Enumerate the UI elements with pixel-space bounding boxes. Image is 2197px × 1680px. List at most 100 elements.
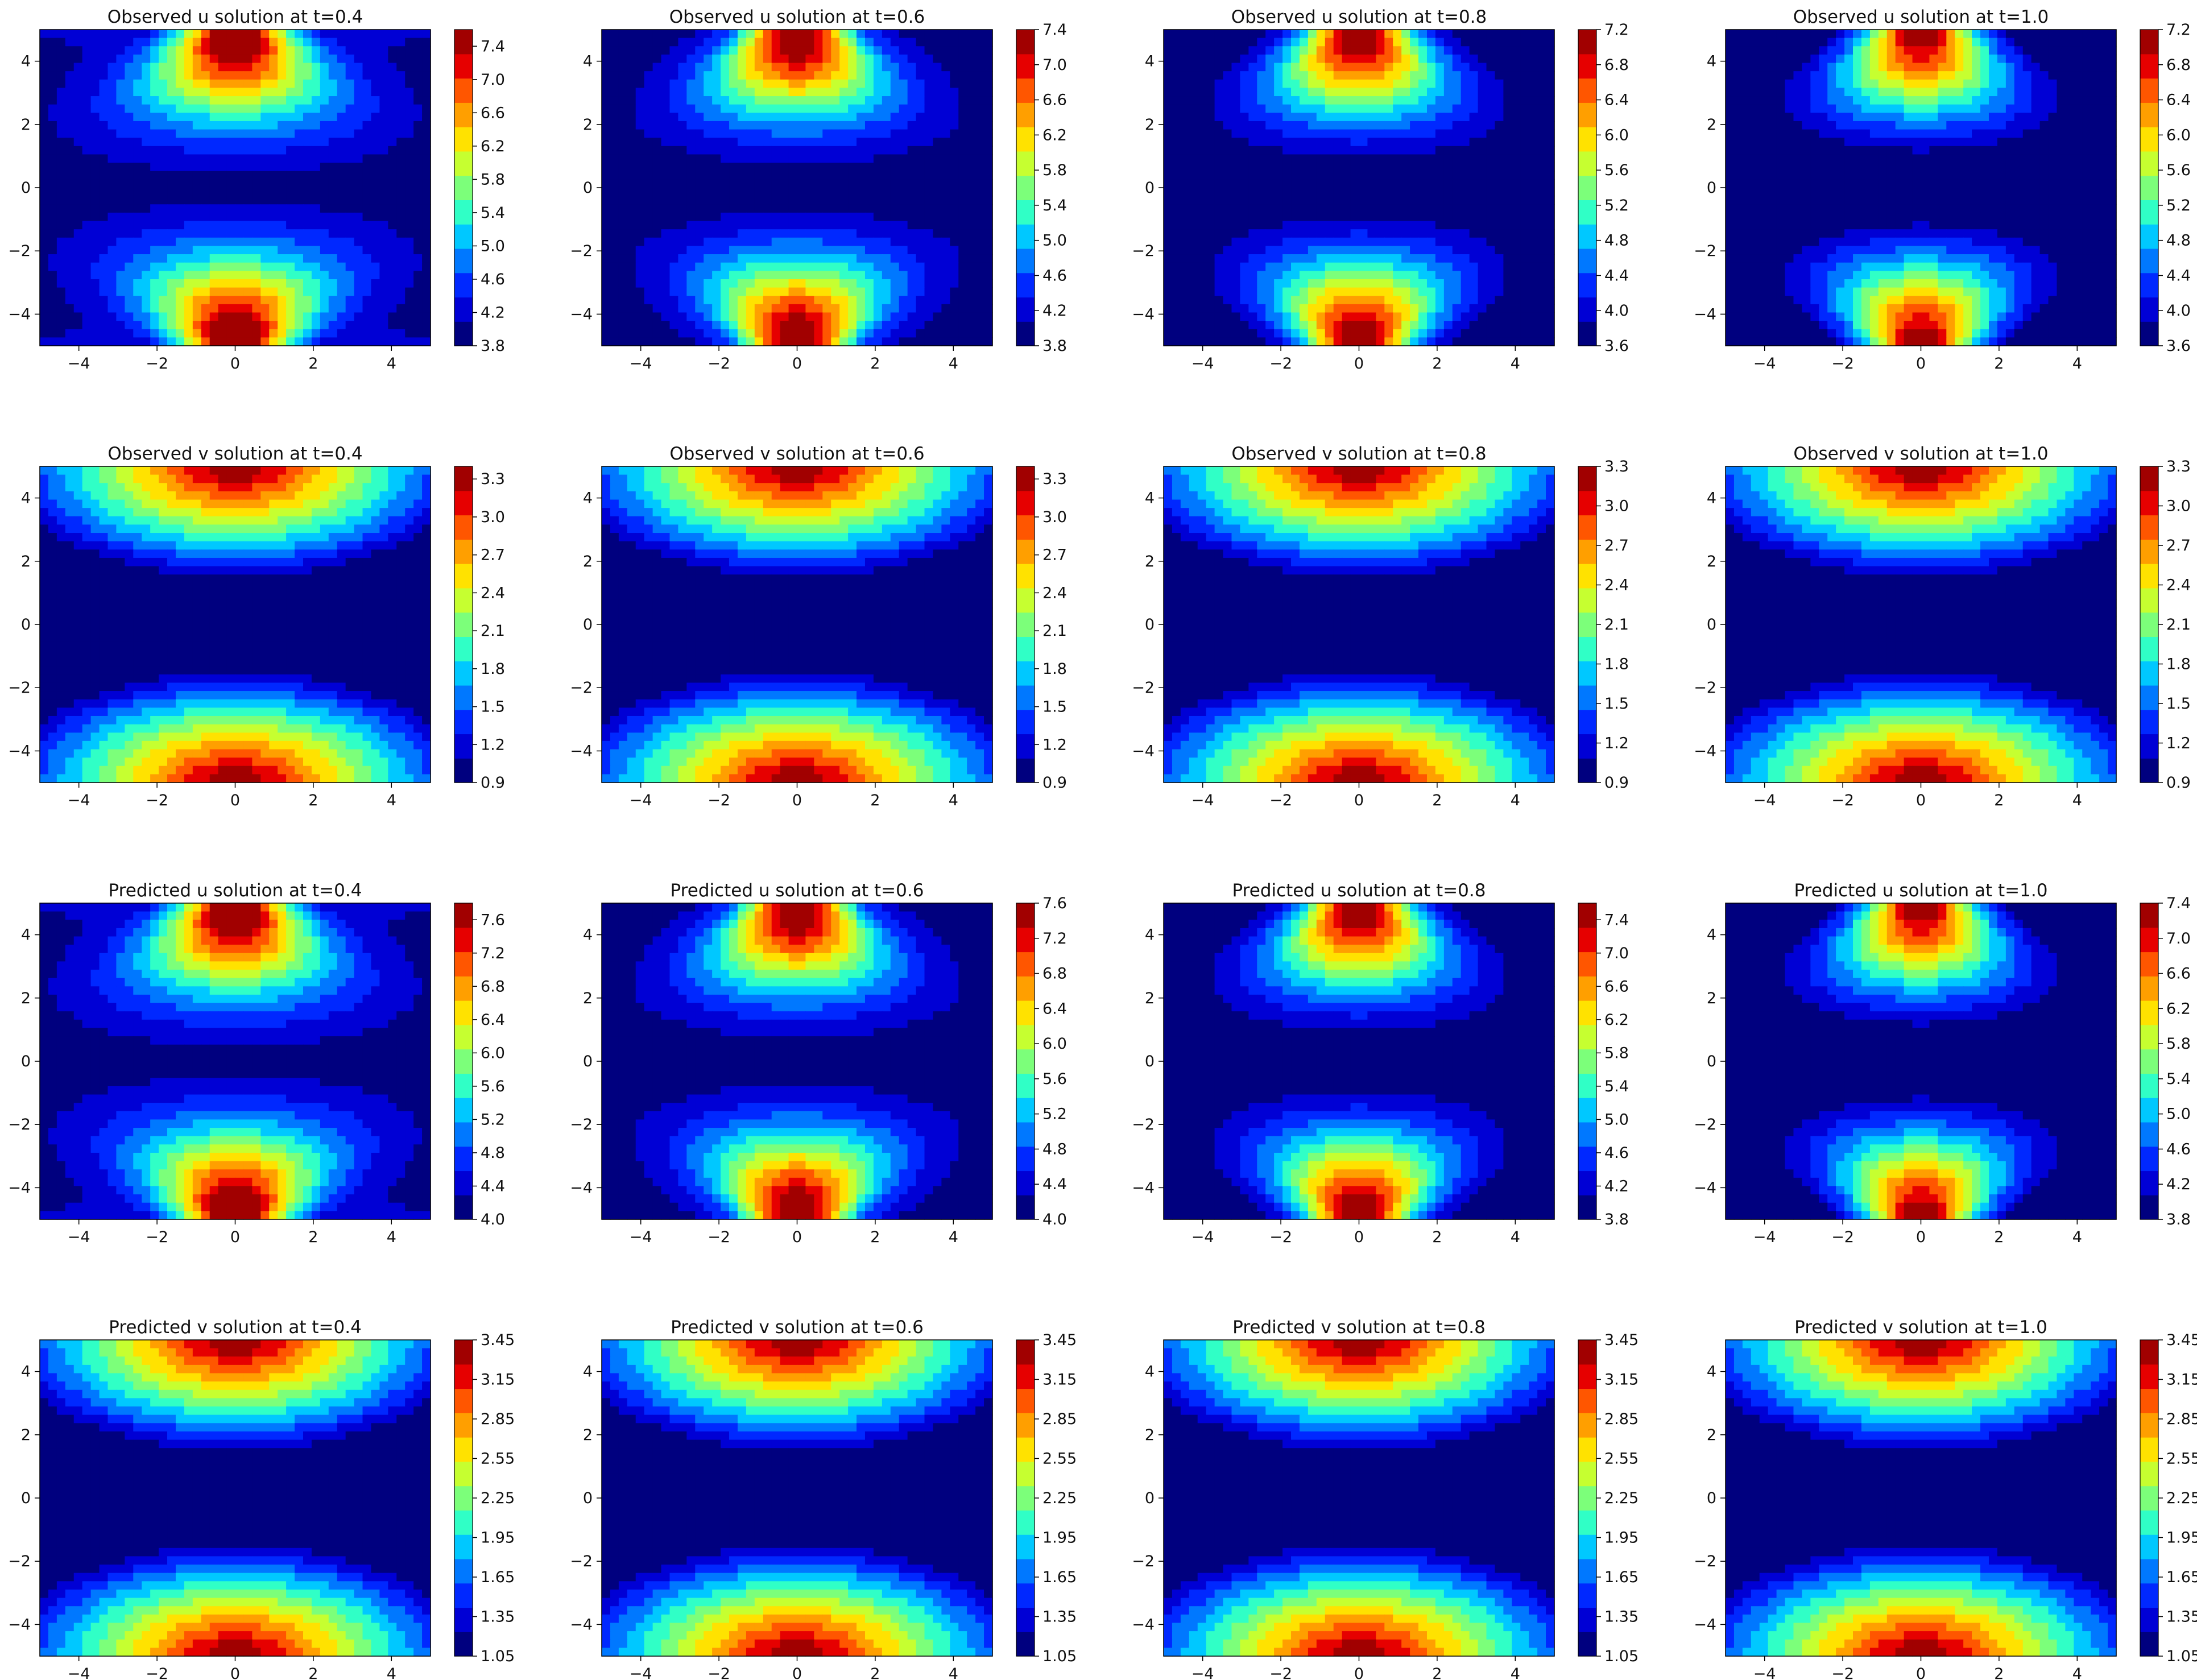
heatmap-cell [941, 113, 950, 121]
heatmap-cell [610, 238, 619, 246]
heatmap-cell [644, 196, 653, 205]
heatmap-cell [686, 213, 696, 221]
heatmap-cell [150, 105, 159, 113]
heatmap-cell [814, 55, 823, 63]
heatmap-cell [278, 304, 287, 313]
heatmap-cell [950, 163, 959, 171]
heatmap-cell [57, 163, 66, 171]
heatmap-cell [695, 121, 704, 130]
colorbar-band [454, 273, 473, 297]
heatmap-cell [857, 55, 866, 63]
heatmap-cell [413, 337, 423, 346]
heatmap-cell [822, 163, 831, 171]
heatmap-cell [831, 171, 840, 180]
heatmap-cell [950, 121, 959, 130]
heatmap-cell [653, 196, 662, 205]
heatmap-cell [286, 271, 295, 279]
heatmap-cell [848, 213, 857, 221]
heatmap-cell [831, 179, 840, 188]
heatmap-cell [780, 88, 789, 96]
heatmap-cell [899, 38, 908, 47]
heatmap-cell [159, 105, 168, 113]
heatmap-cell [899, 171, 908, 180]
heatmap-cell [371, 121, 380, 130]
heatmap-cell [65, 254, 75, 263]
heatmap-cell [848, 188, 857, 196]
heatmap-cell [142, 138, 151, 146]
heatmap-cell [320, 246, 329, 254]
heatmap-cell [176, 271, 185, 279]
heatmap-cell [295, 46, 304, 55]
heatmap-cell [379, 329, 388, 338]
heatmap-cell [661, 246, 671, 254]
heatmap-cell [874, 179, 883, 188]
heatmap-cell [644, 171, 653, 180]
heatmap-cell [176, 246, 185, 254]
heatmap-cell [133, 221, 142, 230]
heatmap-cell [636, 271, 645, 279]
heatmap-cell [74, 254, 83, 263]
heatmap-cell [925, 71, 934, 80]
heatmap-cell [975, 229, 984, 238]
heatmap-cell [653, 238, 662, 246]
heatmap-cell [303, 163, 312, 171]
heatmap-cell [916, 179, 925, 188]
heatmap-cell [218, 296, 227, 304]
heatmap-cell [201, 96, 210, 105]
heatmap-cell [210, 121, 219, 130]
heatmap-cell [891, 55, 900, 63]
heatmap-cell [891, 271, 900, 279]
heatmap-cell [958, 130, 967, 138]
heatmap-cell [746, 71, 755, 80]
heatmap-cell [227, 113, 236, 121]
heatmap-cell [235, 204, 245, 213]
heatmap-cell [371, 204, 380, 213]
heatmap-cell [354, 63, 363, 72]
heatmap-cell [839, 30, 849, 38]
heatmap-cell [354, 130, 363, 138]
heatmap-cell [822, 204, 831, 213]
heatmap-cell [619, 105, 628, 113]
heatmap-cell [107, 337, 117, 346]
heatmap-cell [772, 304, 781, 313]
heatmap-cell [295, 30, 304, 38]
heatmap-cell [57, 130, 66, 138]
heatmap-cell [40, 271, 49, 279]
heatmap-cell [891, 130, 900, 138]
heatmap-cell [116, 30, 125, 38]
heatmap-cell [661, 221, 671, 230]
heatmap-cell [704, 221, 713, 230]
heatmap-cell [388, 312, 397, 321]
heatmap-cell [908, 154, 917, 163]
heatmap-cell [100, 229, 109, 238]
heatmap-cell [916, 304, 925, 313]
heatmap-cell [74, 296, 83, 304]
heatmap-cell [661, 279, 671, 288]
heatmap-cell [337, 238, 346, 246]
heatmap-cell [772, 263, 781, 271]
heatmap-cell [916, 38, 925, 47]
heatmap-cell [619, 229, 628, 238]
heatmap-cell [260, 288, 270, 296]
heatmap-cell [346, 113, 355, 121]
heatmap-cell [278, 312, 287, 321]
heatmap-cell [193, 238, 202, 246]
heatmap-cell [746, 246, 755, 254]
heatmap-cell [958, 263, 967, 271]
heatmap-cell [48, 288, 57, 296]
heatmap-cell [278, 213, 287, 221]
heatmap-cell [814, 63, 823, 72]
heatmap-cell [142, 96, 151, 105]
heatmap-cell [763, 238, 772, 246]
heatmap-cell [763, 171, 772, 180]
heatmap-cell [627, 88, 636, 96]
heatmap-cell [150, 38, 159, 47]
heatmap-cell [848, 146, 857, 155]
heatmap-cell [413, 71, 423, 80]
heatmap-cell [184, 337, 193, 346]
heatmap-cell [107, 55, 117, 63]
heatmap-cell [371, 154, 380, 163]
heatmap-cell [218, 312, 227, 321]
heatmap-cell [729, 296, 738, 304]
heatmap-cell [738, 88, 747, 96]
